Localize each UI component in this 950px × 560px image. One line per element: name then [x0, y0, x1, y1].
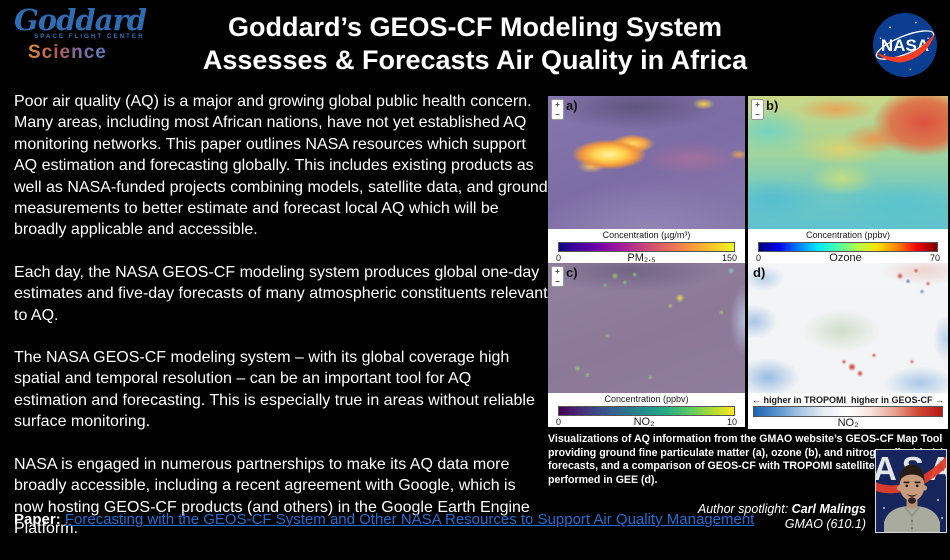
body-paragraph-2: Each day, the NASA GEOS-CF modeling syst… [14, 263, 548, 324]
colorbar-diff [753, 406, 943, 417]
figure-panel-a: + − a) Concentration (µg/m³) 0 PM₂.₅ 150 [548, 96, 745, 264]
colorbar-ozone [758, 242, 938, 252]
panel-label-d: d) [753, 265, 766, 280]
species-label-pm25: PM₂.₅ [627, 252, 656, 264]
panel-label-c: c) [566, 265, 578, 280]
paper-link[interactable]: Forecasting with the GEOS-CF System and … [64, 511, 755, 528]
goddard-logo-script: Goddard [14, 3, 147, 37]
colorbar-strip-no2: Concentration (ppbv) 0 NO₂ 10 [548, 393, 745, 428]
body-paragraph-4: NASA is engaged in numerous partnerships… [14, 455, 530, 537]
figure-four-panel: + − a) Concentration (µg/m³) 0 PM₂.₅ 150… [548, 96, 948, 429]
zoom-in-icon: + [555, 267, 560, 276]
colorbar-title-no2: Concentration (ppbv) [604, 394, 689, 404]
panel-label-a: a) [566, 98, 578, 113]
nasa-meatball-svg: NASA [873, 13, 937, 77]
colorbar-max-ozone: 70 [929, 253, 940, 263]
species-label-diff: NO₂ [837, 417, 859, 429]
slide-title-line1: Goddard’s GEOS-CF Modeling System [227, 12, 723, 42]
colorbar-min-pm25: 0 [556, 253, 562, 263]
zoom-out-icon: − [555, 277, 560, 286]
goddard-logo-subtitle: SPACE FLIGHT CENTER [34, 33, 145, 40]
paper-row: Paper: Forecasting with the GEOS-CF Syst… [14, 510, 754, 529]
author-spotlight-prefix: Author spotlight: [697, 502, 792, 516]
map-pm25: + − a) [548, 96, 745, 229]
colorbar-title-ozone: Concentration (ppbv) [805, 230, 891, 240]
goddard-logo: Goddard SPACE FLIGHT CENTER Science [14, 4, 164, 64]
colorbar-no2 [558, 406, 735, 416]
author-name: Carl Malings [791, 502, 866, 516]
panel-label-b: b) [766, 98, 779, 113]
colorbar-min-no2: 0 [556, 417, 562, 427]
map-zoom-control: + − [551, 266, 564, 287]
colorbar-max-pm25: 150 [721, 253, 737, 263]
author-photo: ASA [875, 449, 947, 533]
map-zoom-control: + − [751, 99, 764, 120]
slide-title-line2: Assesses & Forecasts Air Quality in Afri… [202, 45, 748, 75]
author-spotlight: Author spotlight: Carl Malings GMAO (610… [698, 502, 866, 532]
body-text-column: Poor air quality (AQ) is a major and gro… [14, 91, 548, 560]
zoom-out-icon: − [555, 110, 560, 119]
species-label-no2: NO₂ [633, 416, 655, 428]
zoom-out-icon: − [755, 110, 760, 119]
goddard-science-label: Science [28, 42, 164, 64]
map-tropomi-comparison: d) [748, 263, 948, 393]
map-no2: + − c) [548, 263, 745, 393]
colorbar-max-no2: 10 [726, 417, 737, 427]
author-photo-illustration: ASA [876, 450, 946, 532]
colorbar-min-ozone: 0 [756, 253, 762, 263]
nasa-meatball-icon: NASA [871, 11, 939, 79]
body-paragraph-1: Poor air quality (AQ) is a major and gro… [14, 93, 548, 239]
diff-right-label: higher in GEOS-CF → [850, 395, 944, 405]
body-paragraph-3: The NASA GEOS-CF modeling system – with … [14, 349, 535, 431]
map-ozone: + − b) [748, 96, 948, 229]
map-zoom-control: + − [551, 99, 564, 120]
diff-left-label: ← higher in TROPOMI [752, 395, 846, 405]
figure-panel-d: d) ← higher in TROPOMI higher in GEOS-CF… [748, 263, 948, 429]
colorbar-strip-diff: ← higher in TROPOMI higher in GEOS-CF → … [748, 393, 948, 429]
figure-panel-b: + − b) Concentration (ppbv) 0 Ozone 70 [748, 96, 948, 264]
colorbar-title-pm25: Concentration (µg/m³) [602, 230, 691, 240]
figure-panel-c: + − c) Concentration (ppbv) 0 NO₂ 10 [548, 263, 745, 428]
slide-title: Goddard’s GEOS-CF Modeling System Assess… [140, 11, 810, 77]
paper-label: Paper: [14, 511, 61, 528]
species-label-ozone: Ozone [829, 252, 862, 264]
figure-caption: Visualizations of AQ information from th… [548, 433, 945, 486]
author-affiliation: GMAO (610.1) [784, 517, 866, 531]
colorbar-pm25 [558, 242, 735, 252]
zoom-in-icon: + [755, 100, 760, 109]
colorbar-strip-pm25: Concentration (µg/m³) 0 PM₂.₅ 150 [548, 229, 745, 264]
zoom-in-icon: + [555, 100, 560, 109]
colorbar-strip-ozone: Concentration (ppbv) 0 Ozone 70 [748, 229, 948, 264]
